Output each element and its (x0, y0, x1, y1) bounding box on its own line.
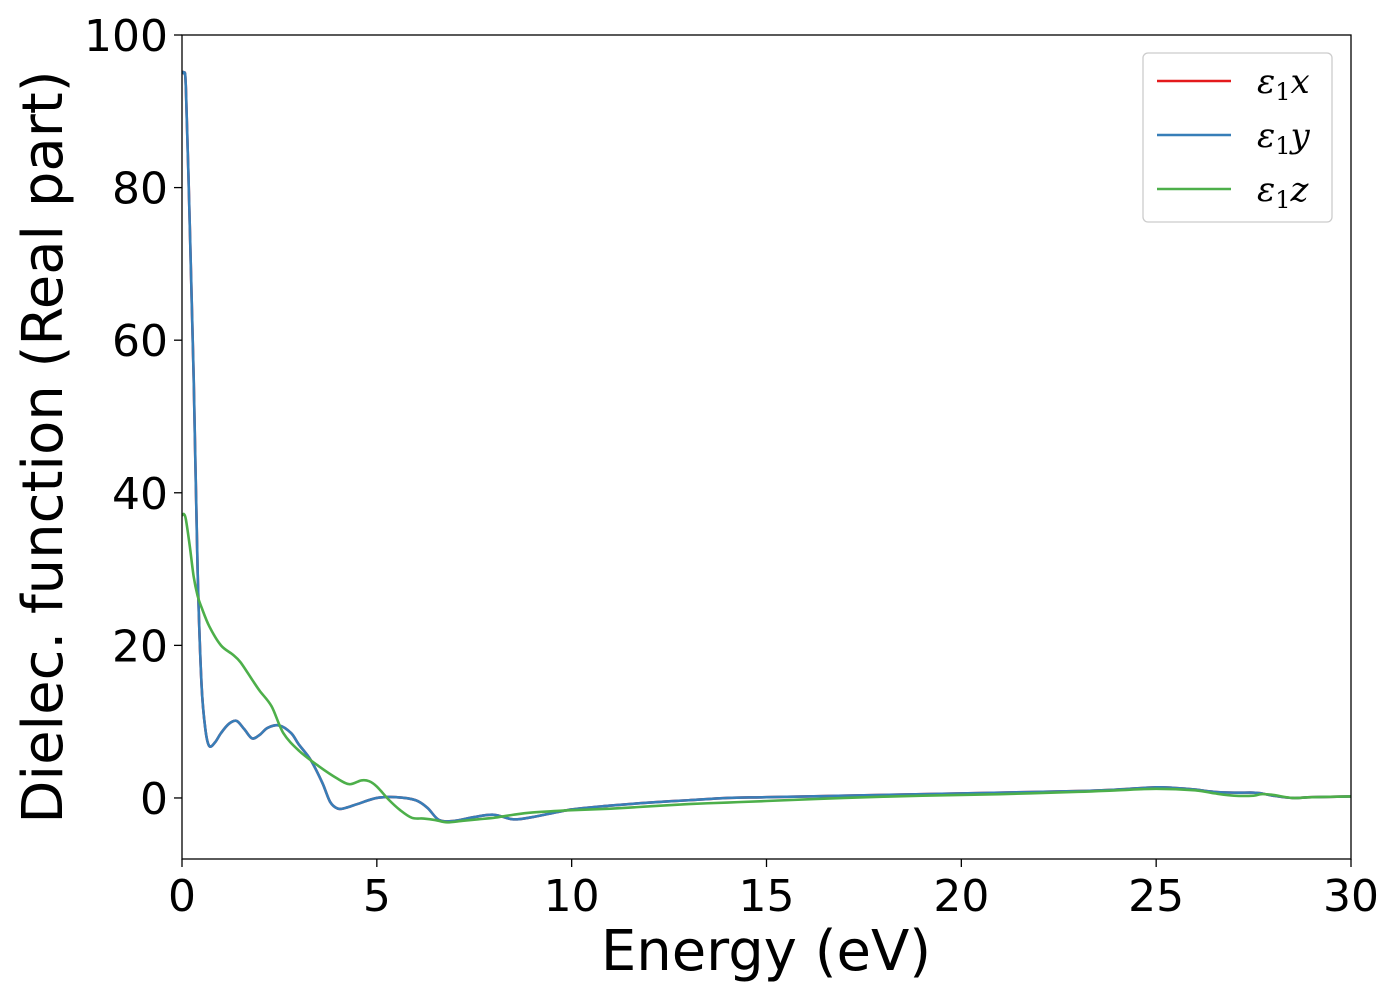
y-axis-title: Dielec. function (Real part) (11, 70, 76, 823)
x-tick-label: 0 (168, 871, 196, 922)
y-axis: 0 20 40 60 80 100 (84, 11, 182, 825)
x-axis-title: Energy (eV) (601, 919, 931, 984)
legend-label: ε1z (1257, 170, 1310, 214)
legend-box (1142, 52, 1333, 223)
series-layer (182, 70, 1351, 824)
y-tick-label: 40 (112, 469, 168, 520)
legend: ε1x ε1y ε1z (1142, 52, 1333, 223)
x-tick-label: 20 (933, 871, 989, 922)
series-line-ε1z (182, 512, 1351, 824)
x-tick-label: 10 (544, 871, 600, 922)
x-tick-label: 5 (363, 871, 391, 922)
y-tick-label: 20 (112, 621, 168, 672)
x-tick-label: 25 (1128, 871, 1184, 922)
y-tick-label: 80 (112, 164, 168, 215)
x-axis: 0 5 10 15 20 25 30 (168, 859, 1379, 922)
legend-entries: ε1x ε1y ε1z (1157, 62, 1311, 214)
y-tick-label: 0 (140, 774, 168, 825)
y-tick-label: 60 (112, 316, 168, 367)
legend-label: ε1x (1257, 62, 1310, 106)
legend-label: ε1y (1257, 116, 1311, 160)
x-tick-label: 15 (739, 871, 795, 922)
y-tick-label: 100 (84, 11, 168, 62)
x-tick-label: 30 (1323, 871, 1379, 922)
series-line-ε1y (182, 70, 1351, 823)
